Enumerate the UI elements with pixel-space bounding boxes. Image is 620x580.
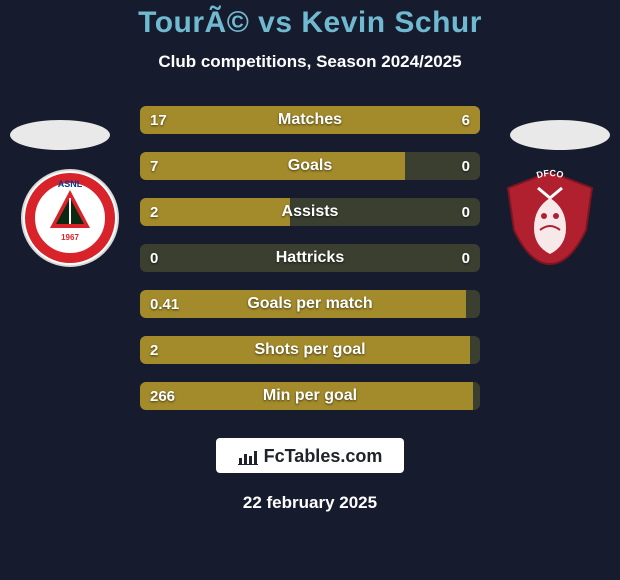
stat-value-right: 0 (452, 198, 480, 226)
comparison-card: TourÃ© vs Kevin Schur Club competitions,… (0, 0, 620, 580)
watermark: FcTables.com (216, 438, 405, 473)
comparison-bars: 176Matches70Goals20Assists00Hattricks0.4… (140, 106, 480, 410)
stat-fill-left (140, 152, 405, 180)
stat-bar: 70Goals (140, 152, 480, 180)
svg-text:1967: 1967 (61, 233, 79, 242)
footer-date: 22 february 2025 (243, 493, 377, 513)
stat-bar: 20Assists (140, 198, 480, 226)
stat-bar: 176Matches (140, 106, 480, 134)
team-badge-left: ASNL 1967 (20, 168, 120, 268)
asnl-crest-icon: ASNL 1967 (20, 168, 120, 268)
player-left-marker (10, 120, 110, 150)
stat-fill-left (140, 336, 470, 364)
team-badge-right: DFCO (500, 168, 600, 268)
stat-bar: 266Min per goal (140, 382, 480, 410)
stat-label: Hattricks (140, 244, 480, 272)
stat-value-right: 0 (452, 152, 480, 180)
dfco-crest-icon: DFCO (500, 168, 600, 268)
stat-bar: 0.41Goals per match (140, 290, 480, 318)
stat-fill-left (140, 198, 290, 226)
stat-bar: 0 0Hattricks (140, 244, 480, 272)
stat-fill-left (140, 290, 466, 318)
stat-fill-left (140, 382, 473, 410)
stat-fill-left (140, 106, 392, 134)
stat-value-right: 0 (452, 244, 480, 272)
stat-bar: 2Shots per goal (140, 336, 480, 364)
watermark-text: FcTables.com (264, 446, 383, 467)
bar-chart-icon (238, 449, 258, 465)
player-right-marker (510, 120, 610, 150)
svg-text:ASNL: ASNL (58, 179, 83, 189)
stat-fill-right (392, 106, 480, 134)
stat-value-left: 0 (140, 244, 168, 272)
page-title: TourÃ© vs Kevin Schur (138, 6, 482, 40)
subtitle: Club competitions, Season 2024/2025 (158, 52, 461, 72)
